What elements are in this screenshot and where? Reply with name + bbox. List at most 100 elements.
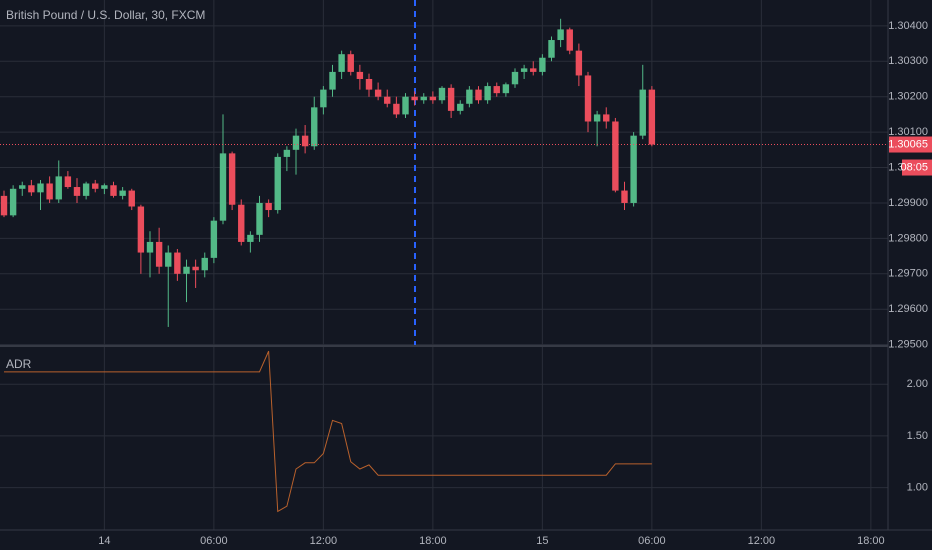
candle-body (146, 241, 154, 253)
candle-body (183, 266, 190, 274)
last-price-label: 1.30065 (888, 138, 928, 150)
y-tick-label: 1.00 (907, 482, 928, 494)
candle-body (274, 156, 281, 211)
candle-body (55, 176, 62, 200)
candle-body (301, 135, 309, 147)
candle-body (9, 188, 17, 216)
x-tick-label: 14 (98, 535, 110, 547)
candle-body (165, 252, 172, 267)
x-tick-label: 18:00 (857, 535, 885, 547)
candle-body (502, 84, 510, 94)
candle-body (192, 266, 199, 271)
candle-body (347, 54, 354, 72)
candle-body (457, 103, 464, 111)
candle-body (393, 103, 400, 115)
candle-body (219, 153, 227, 221)
indicator-title: ADR (6, 357, 32, 371)
y-tick-label: 1.50 (907, 430, 928, 442)
candle-body (484, 86, 491, 101)
y-tick-label: 1.29500 (888, 339, 928, 351)
candle-body (557, 29, 564, 41)
candle-body (639, 89, 646, 136)
candle-body (356, 71, 364, 79)
candle-body (283, 149, 291, 157)
candle-body (28, 185, 35, 193)
candle-body (384, 96, 391, 104)
y-tick-label: 1.29800 (888, 232, 928, 244)
x-tick-label: 06:00 (638, 535, 666, 547)
candle-body (128, 190, 135, 207)
x-tick-label: 18:00 (419, 535, 447, 547)
candle-body (429, 96, 437, 101)
candle-body (311, 107, 318, 147)
candle-body (438, 87, 446, 101)
y-tick-label: 2.00 (907, 378, 928, 390)
y-tick-label: 1.30300 (888, 55, 928, 67)
candle-body (621, 190, 628, 203)
y-tick-label: 1.30100 (888, 126, 928, 138)
candle-body (648, 89, 656, 145)
marks (0, 18, 656, 513)
candle-body (228, 153, 236, 205)
candle-body (265, 202, 272, 211)
countdown-label: 08:05 (900, 161, 928, 173)
candle-body (411, 96, 418, 101)
candle-body (247, 234, 254, 242)
candle-body (539, 57, 546, 72)
candle-body (338, 54, 345, 72)
candle-body (46, 183, 53, 200)
candle-body (365, 78, 373, 90)
countdown-box (902, 159, 932, 176)
y-tick-label: 1.30200 (888, 91, 928, 103)
candle-body (575, 50, 583, 76)
candle-body (37, 183, 44, 193)
x-tick-label: 15 (536, 535, 548, 547)
candle-body (511, 71, 519, 85)
candle-body (466, 89, 473, 104)
y-tick-label: 1.29600 (888, 303, 928, 315)
candle-body (210, 220, 218, 258)
candle-body (420, 96, 427, 101)
candle-body (155, 241, 163, 267)
candle-body (612, 121, 619, 191)
candle-body (101, 185, 108, 189)
candle-body (475, 89, 482, 101)
last-price-box (889, 136, 932, 153)
overlay: 14 06:00 12:00 18:00 15 06:00 12:00 18:00 1.3006… (0, 136, 932, 547)
candle-body (548, 40, 555, 58)
candle-body (603, 114, 610, 122)
candle-body (374, 89, 382, 97)
candle-body (530, 68, 537, 72)
candle-body (447, 87, 455, 111)
y-tick-label: 1.29700 (888, 268, 928, 280)
y-tick-label: 1.29900 (888, 197, 928, 209)
candle-body (402, 96, 409, 115)
candle-body (566, 29, 573, 51)
candle-body (119, 190, 126, 196)
candle-body (201, 257, 208, 271)
candle-body (82, 183, 90, 196)
chart-title: British Pound / U.S. Dollar, 30, FXCM (6, 8, 205, 22)
y-tick-label: 1.30400 (888, 20, 928, 32)
x-tick-label: 06:00 (200, 535, 228, 547)
candle-body (292, 135, 300, 150)
candle-body (493, 86, 500, 94)
candle-body (92, 183, 99, 189)
candle-body (256, 202, 263, 235)
candle-body (593, 114, 601, 122)
x-tick-label: 12:00 (748, 535, 776, 547)
candle-body (110, 185, 117, 196)
candle-body (520, 68, 528, 72)
candle-body (320, 89, 327, 108)
candle-body (19, 185, 26, 189)
x-tick-label: 12:00 (310, 535, 338, 547)
candle-body (584, 75, 592, 122)
candle-body (630, 135, 637, 203)
candle-body (174, 252, 181, 274)
candle-body (238, 204, 245, 242)
candle-body (64, 176, 72, 188)
candle-body (73, 187, 81, 196)
indicator-line (4, 350, 652, 513)
